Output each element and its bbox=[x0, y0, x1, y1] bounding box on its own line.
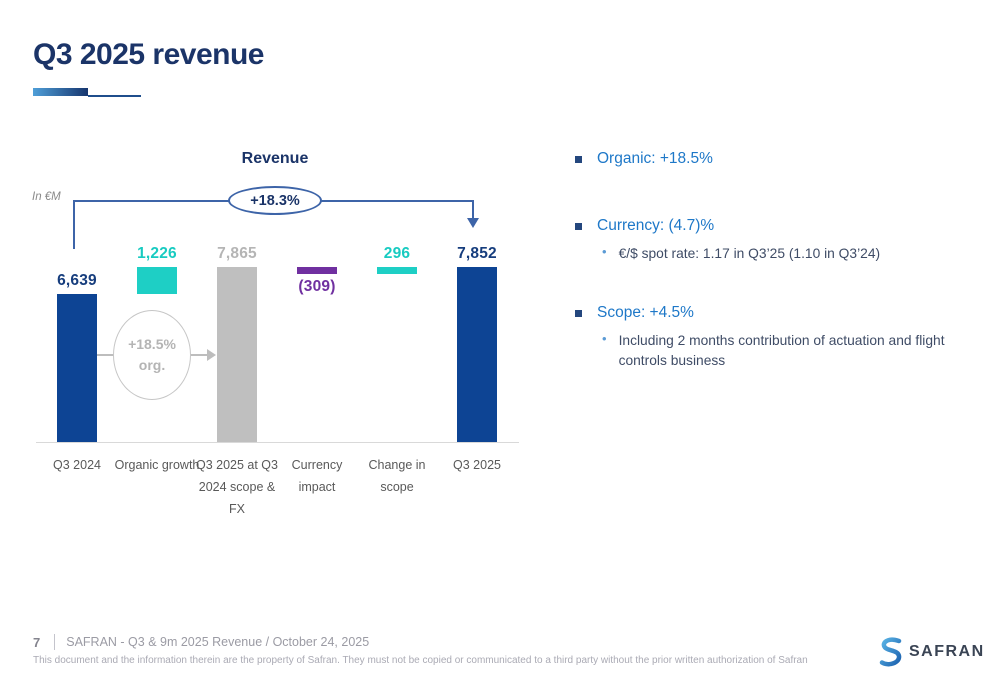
bar-value-label: 296 bbox=[383, 245, 411, 263]
square-bullet-icon bbox=[575, 310, 582, 317]
bullet-label: Currency: (4.7)% bbox=[597, 217, 715, 234]
organic-growth-badge: +18.5% org. bbox=[113, 310, 191, 400]
title-accent-line bbox=[88, 95, 141, 97]
waterfall-bar bbox=[217, 267, 257, 442]
safran-logo-text: SAFRAN bbox=[909, 643, 985, 660]
bullet-label: Organic: +18.5% bbox=[597, 150, 713, 167]
waterfall-bar bbox=[57, 294, 97, 442]
disclaimer-text: This document and the information therei… bbox=[33, 655, 808, 666]
document-reference: SAFRAN - Q3 & 9m 2025 Revenue / October … bbox=[66, 635, 370, 649]
bar-value-label: 7,852 bbox=[457, 245, 497, 263]
waterfall-bar bbox=[457, 267, 497, 442]
sub-bullet-row: • Including 2 months contribution of actu… bbox=[602, 331, 962, 371]
arrow-down-icon bbox=[467, 218, 479, 228]
waterfall-bar bbox=[297, 267, 337, 274]
chart-unit-label: In €M bbox=[32, 191, 61, 203]
revenue-waterfall-chart: Revenue In €M +18.3% +18.5% org. 6,639 Q3… bbox=[30, 145, 525, 545]
bullet-group: Organic: +18.5% bbox=[570, 150, 990, 168]
bullet-label: Scope: +4.5% bbox=[597, 304, 694, 321]
category-label: Q3 2024 bbox=[53, 458, 101, 472]
waterfall-bar bbox=[377, 267, 417, 274]
dot-bullet-icon: • bbox=[602, 331, 607, 346]
category-label: Change in scope bbox=[368, 458, 426, 494]
bar-value-label: (309) bbox=[298, 277, 336, 295]
bullet-row: Organic: +18.5% bbox=[570, 150, 990, 168]
growth-rate-label: +18.3% bbox=[250, 192, 300, 209]
bullet-group: Currency: (4.7)% • €/$ spot rate: 1.17 in … bbox=[570, 217, 990, 264]
safran-logo: SAFRAN bbox=[878, 637, 985, 667]
title-accent-bar bbox=[33, 88, 88, 96]
sub-bullet-text: €/$ spot rate: 1.17 in Q3’25 (1.10 in Q3… bbox=[618, 246, 881, 261]
waterfall-bar bbox=[137, 267, 177, 295]
safran-s-icon bbox=[879, 637, 902, 667]
arrow-right-icon bbox=[207, 349, 216, 361]
growth-bracket-left-line bbox=[73, 200, 75, 249]
footer: 7 SAFRAN - Q3 & 9m 2025 Revenue / Octobe… bbox=[33, 634, 369, 650]
bar-value-label: 1,226 bbox=[137, 245, 177, 262]
dot-bullet-icon: • bbox=[602, 244, 607, 259]
key-points-panel: Organic: +18.5% Currency: (4.7)% • €/$ spot… bbox=[570, 145, 990, 415]
bullet-row: Scope: +4.5% bbox=[570, 304, 990, 322]
category-label: Q3 2025 at Q3 2024 scope & FX bbox=[195, 458, 278, 516]
bar-value-label: 7,865 bbox=[217, 245, 257, 262]
organic-connector-left-line bbox=[96, 354, 114, 356]
square-bullet-icon bbox=[575, 156, 582, 163]
x-axis-line bbox=[36, 442, 519, 443]
organic-growth-rate: +18.5% bbox=[128, 336, 176, 352]
category-label: Q3 2025 bbox=[453, 458, 501, 472]
square-bullet-icon bbox=[575, 223, 582, 230]
category-label: Currency impact bbox=[291, 458, 343, 494]
organic-growth-suffix: org. bbox=[138, 357, 166, 373]
page-number: 7 bbox=[33, 634, 41, 650]
bullet-group: Scope: +4.5% • Including 2 months contribu… bbox=[570, 304, 990, 371]
organic-connector-right-line bbox=[190, 354, 208, 356]
bar-value-label: 6,639 bbox=[57, 272, 97, 290]
growth-rate-badge: +18.3% bbox=[228, 186, 322, 215]
page-title: Q3 2025 revenue bbox=[33, 38, 265, 71]
sub-bullet-text: Including 2 months contribution of actua… bbox=[618, 333, 945, 368]
category-label: Organic growth bbox=[114, 458, 200, 472]
sub-bullet-row: • €/$ spot rate: 1.17 in Q3’25 (1.10 in Q… bbox=[602, 244, 962, 264]
chart-title: Revenue bbox=[241, 150, 309, 167]
bullet-row: Currency: (4.7)% bbox=[570, 217, 990, 235]
footer-divider bbox=[54, 634, 56, 650]
growth-bracket-right-line bbox=[472, 200, 474, 219]
